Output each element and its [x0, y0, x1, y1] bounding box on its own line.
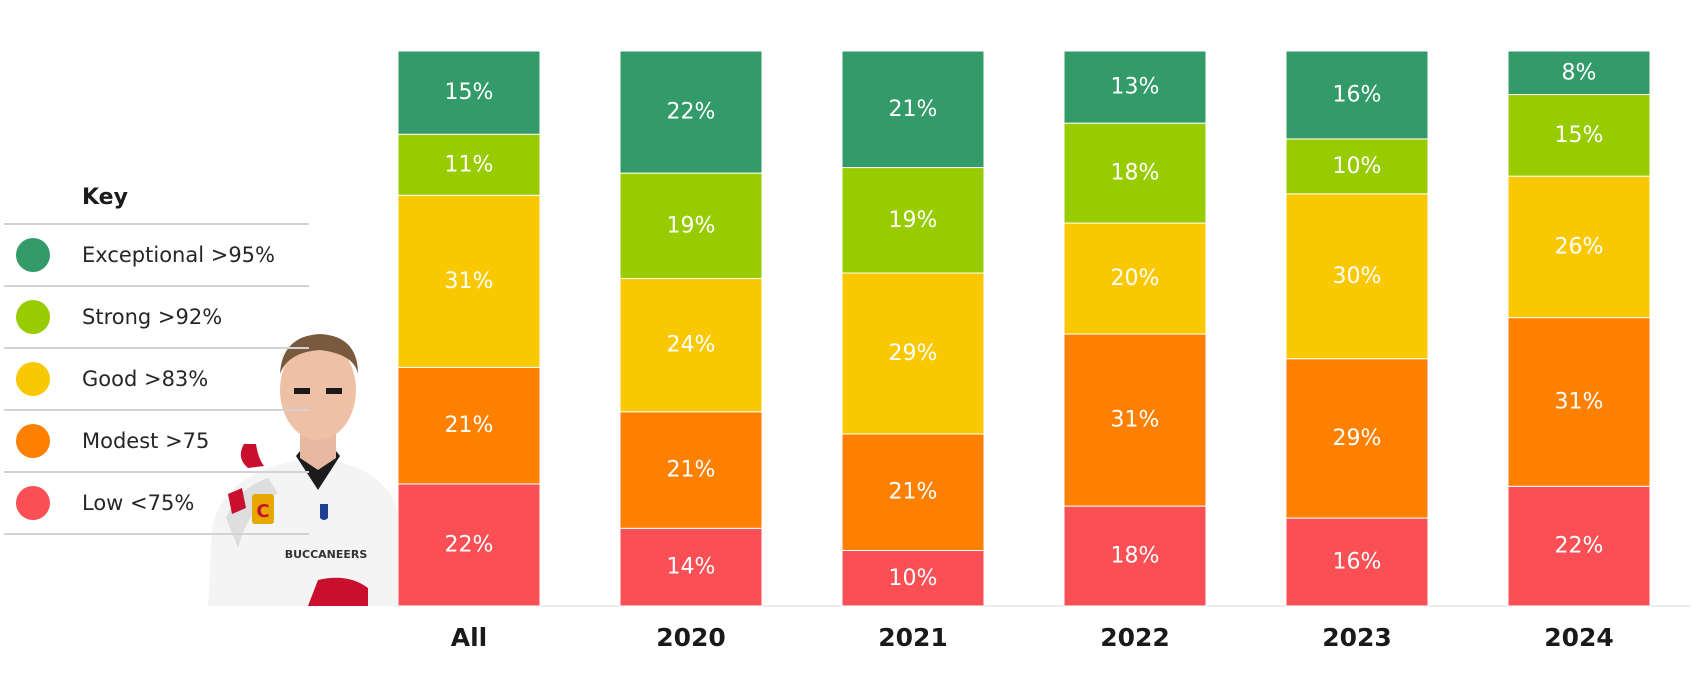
category-label: 2020	[656, 623, 726, 652]
bar-segment-2023-low-75	[1285, 517, 1429, 607]
data-label: 22%	[1555, 534, 1604, 559]
legend-title: Key	[4, 172, 309, 225]
bar-segment-2022-low-75	[1063, 505, 1207, 607]
legend-swatch	[16, 362, 50, 396]
jersey-wordmark-text: BUCCANEERS	[285, 548, 368, 561]
bar-segment-2023-good-83	[1285, 193, 1429, 360]
legend-label: Exceptional >95%	[82, 243, 275, 267]
bar-segment-2021-low-75	[841, 550, 985, 607]
legend-label: Good >83%	[82, 367, 209, 391]
data-label: 15%	[1555, 123, 1604, 148]
data-label: 21%	[889, 97, 938, 122]
bar-segment-2023-exceptional-95	[1285, 50, 1429, 140]
bar-segment-2023-strong-92	[1285, 138, 1429, 195]
bar-segment-2024-strong-92	[1507, 94, 1651, 177]
data-label: 16%	[1333, 82, 1382, 107]
bar-segment-all-good-83	[397, 194, 541, 368]
bar-segment-2024-exceptional-95	[1507, 50, 1651, 96]
bar-segment-2022-good-83	[1063, 222, 1207, 335]
legend-swatch	[16, 238, 50, 272]
category-label: 2021	[878, 623, 948, 652]
legend: Key Exceptional >95% Strong >92% Good >8…	[4, 172, 309, 535]
data-label: 26%	[1555, 234, 1604, 259]
category-labels-group: All 2020 2021 2022 2023 2024	[451, 623, 1614, 652]
data-label: 14%	[667, 555, 716, 580]
bar-segment-2020-strong-92	[619, 172, 763, 280]
legend-item-good: Good >83%	[4, 349, 309, 411]
data-label: 31%	[1111, 408, 1160, 433]
data-label: 21%	[889, 480, 938, 505]
legend-item-strong: Strong >92%	[4, 287, 309, 349]
bar-segment-2021-good-83	[841, 272, 985, 435]
data-label: 11%	[445, 152, 494, 177]
bar-segment-all-strong-92	[397, 133, 541, 196]
bar-segment-2020-low-75	[619, 527, 763, 607]
category-label: 2024	[1544, 623, 1614, 652]
data-label: 15%	[445, 80, 494, 105]
legend-label: Modest >75	[82, 429, 210, 453]
data-label: 13%	[1111, 75, 1160, 100]
legend-item-modest: Modest >75	[4, 411, 309, 473]
bar-segment-2023-modest-75	[1285, 358, 1429, 519]
data-label: 10%	[1333, 154, 1382, 179]
bar-segment-all-low-75	[397, 483, 541, 607]
data-label: 10%	[889, 566, 938, 591]
bar-segment-2021-exceptional-95	[841, 50, 985, 169]
data-label: 24%	[667, 333, 716, 358]
bar-segment-all-modest-75	[397, 366, 541, 485]
bar-segment-2022-strong-92	[1063, 122, 1207, 224]
player-photo: C BUCCANEERS	[208, 334, 398, 606]
bar-segment-2024-modest-75	[1507, 317, 1651, 487]
bar-segment-2022-modest-75	[1063, 333, 1207, 507]
data-label: 22%	[667, 100, 716, 125]
category-label: 2022	[1100, 623, 1170, 652]
data-label: 31%	[445, 269, 494, 294]
bar-segment-2020-exceptional-95	[619, 50, 763, 174]
legend-label: Low <75%	[82, 491, 195, 515]
data-label: 21%	[667, 458, 716, 483]
category-label: All	[451, 623, 488, 652]
data-label: 19%	[667, 213, 716, 238]
data-label: 19%	[889, 208, 938, 233]
data-label: 29%	[889, 341, 938, 366]
data-label: 16%	[1333, 550, 1382, 575]
bar-segment-2020-good-83	[619, 278, 763, 413]
legend-swatch	[16, 300, 50, 334]
legend-swatch	[16, 424, 50, 458]
bar-segment-2021-modest-75	[841, 433, 985, 552]
bars-group: 22% 21% 31% 11% 15% 14% 21% 24% 19% 22% 10% 21% 29% 1…	[397, 50, 1651, 607]
bar-segment-all-exceptional-95	[397, 50, 541, 135]
data-label: 31%	[1555, 389, 1604, 414]
bar-segment-2024-low-75	[1507, 485, 1651, 607]
legend-item-exceptional: Exceptional >95%	[4, 225, 309, 287]
bar-segment-2022-exceptional-95	[1063, 50, 1207, 124]
bar-segment-2024-good-83	[1507, 175, 1651, 319]
bar-segment-2020-modest-75	[619, 411, 763, 529]
legend-label: Strong >92%	[82, 305, 223, 329]
data-label: 20%	[1111, 266, 1160, 291]
data-label: 22%	[445, 532, 494, 557]
category-label: 2023	[1322, 623, 1392, 652]
data-label: 18%	[1111, 544, 1160, 569]
data-label: 29%	[1333, 426, 1382, 451]
legend-swatch	[16, 486, 50, 520]
bar-segment-2021-strong-92	[841, 167, 985, 274]
legend-item-low: Low <75%	[4, 473, 309, 535]
data-label: 30%	[1333, 264, 1382, 289]
data-label: 21%	[445, 413, 494, 438]
captain-patch-text: C	[256, 501, 269, 522]
data-label: 18%	[1111, 161, 1160, 186]
data-label: 8%	[1562, 60, 1597, 85]
